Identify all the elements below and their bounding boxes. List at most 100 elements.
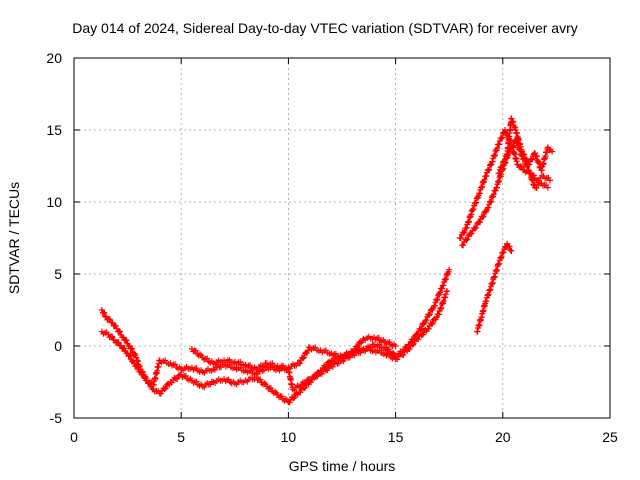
data-point-run: [308, 344, 322, 354]
data-point-run: [436, 288, 450, 318]
data-point-run: [244, 367, 258, 378]
x-tick-label: 10: [281, 429, 297, 445]
data-point-run: [99, 309, 109, 320]
data-point-run: [265, 360, 279, 370]
data-point-run: [297, 344, 312, 367]
data-point-run: [400, 346, 411, 358]
x-axis-label: GPS time / hours: [289, 458, 396, 474]
data-point-run: [151, 388, 162, 395]
data-point-run: [319, 347, 333, 357]
y-tick-label: 5: [54, 266, 62, 282]
data-point-run: [540, 182, 550, 189]
data-point-run: [222, 361, 236, 372]
data-point-run: [485, 187, 499, 211]
data-point-run: [212, 357, 226, 368]
data-point-run: [477, 206, 490, 226]
data-point-run: [190, 347, 205, 359]
data-point: [444, 288, 451, 295]
data-point-run: [222, 356, 236, 366]
data-point-run: [372, 341, 387, 352]
data-point-run: [297, 380, 312, 396]
data-point-run: [383, 351, 398, 362]
y-tick-label: -5: [50, 410, 63, 426]
data-point-run: [496, 152, 510, 177]
data-point-run: [463, 207, 476, 231]
y-axis-label: SDTVAR / TECUs: [6, 182, 22, 294]
data-point-run: [372, 347, 387, 357]
plot-frame: [73, 57, 611, 419]
data-point-run: [169, 361, 183, 372]
data-point: [544, 184, 551, 191]
data-point: [446, 266, 453, 273]
data-point-run: [158, 380, 173, 397]
data-point-run: [244, 362, 258, 372]
data-point-run: [489, 141, 501, 165]
y-tick-label: 15: [46, 122, 62, 138]
data-point-run: [423, 304, 437, 324]
data-point-run: [504, 115, 515, 158]
data-point-run: [179, 372, 194, 384]
axis-ticks: 0 5 10 15 20 25 -5 0 5 10 15 20: [46, 50, 618, 445]
data-point-run: [415, 327, 430, 343]
data-point-run: [276, 362, 290, 372]
data-point-run: [233, 364, 247, 375]
data-point: [549, 148, 556, 155]
chart-title: Day 014 of 2024, Sidereal Day-to-day VTE…: [72, 20, 578, 36]
data-point-run: [394, 351, 404, 363]
data-point-run: [329, 350, 344, 361]
data-point-run: [233, 377, 247, 388]
x-tick-label: 0: [70, 429, 78, 445]
data-point-run: [110, 322, 119, 329]
data-point: [508, 115, 515, 122]
data-point-run: [538, 145, 551, 174]
data-point-run: [265, 385, 280, 396]
x-tick-label: 5: [177, 429, 185, 445]
data-point-run: [504, 243, 514, 254]
data-point-run: [470, 192, 482, 213]
data-point-run: [291, 382, 301, 393]
data-point: [133, 354, 140, 361]
data-point-run: [180, 363, 194, 374]
data-point-run: [190, 378, 205, 389]
data-point-run: [350, 337, 366, 355]
data-point-run: [158, 357, 172, 367]
data-point-run: [476, 173, 489, 197]
data-point-run: [372, 334, 387, 345]
grid: [74, 58, 610, 418]
series-track-c: [188, 333, 399, 373]
data-point-run: [150, 357, 163, 388]
data-point-run: [222, 376, 237, 387]
series-track-a: [98, 266, 453, 393]
data-point-run: [286, 390, 301, 406]
data-point-run: [285, 369, 296, 391]
series-track-f: [495, 115, 556, 177]
x-tick-label: 15: [388, 429, 404, 445]
data-point-run: [431, 285, 446, 309]
data-point-run: [362, 345, 376, 355]
data-point-run: [542, 174, 552, 182]
data-point-run: [425, 311, 441, 332]
data-points: [98, 115, 556, 406]
data-point-run: [513, 129, 525, 153]
data-point-run: [212, 376, 226, 386]
x-tick-label: 25: [602, 429, 618, 445]
data-point-run: [201, 366, 215, 376]
data-point-run: [546, 146, 554, 154]
x-tick-label: 20: [495, 429, 511, 445]
series-track-b: [98, 288, 451, 406]
y-tick-label: 10: [46, 194, 62, 210]
data-point-run: [535, 172, 545, 184]
data-point-run: [318, 358, 334, 374]
y-tick-label: 0: [54, 338, 62, 354]
data-point-run: [276, 393, 291, 404]
data-point-run: [201, 355, 215, 366]
data-point-run: [233, 358, 247, 369]
y-tick-label: 20: [46, 50, 62, 66]
data-point-run: [483, 161, 495, 179]
data-point: [392, 343, 399, 349]
data-point-run: [254, 376, 269, 388]
series-track-g: [474, 240, 515, 335]
data-point-run: [533, 180, 543, 191]
